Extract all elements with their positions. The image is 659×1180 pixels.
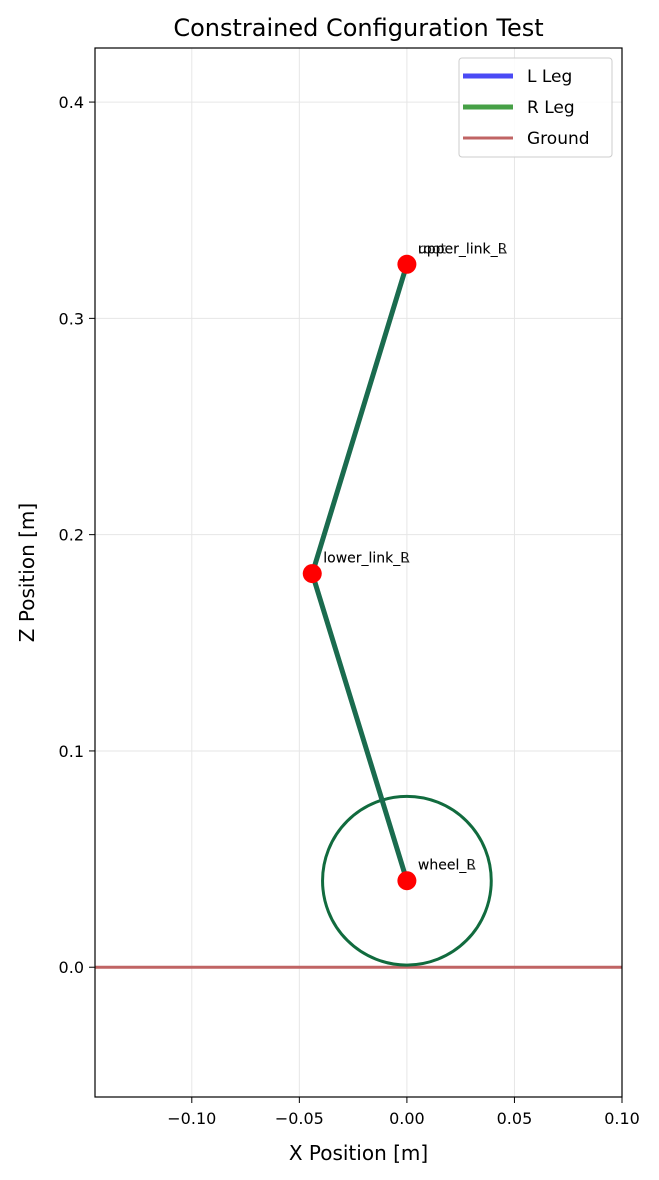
y-tick-label: 0.4 xyxy=(59,93,84,112)
y-tick-label: 0.1 xyxy=(59,742,84,761)
joint-label: root xyxy=(418,241,447,257)
joint-label: upper_link_L xyxy=(418,241,506,257)
joint-marker xyxy=(397,254,417,274)
joint-label: wheel_R xyxy=(418,858,476,874)
x-tick-label: −0.10 xyxy=(167,1109,216,1128)
plot-frame xyxy=(94,47,623,1098)
x-tick-label: 0.10 xyxy=(604,1109,640,1128)
y-tick-label: 0.2 xyxy=(59,526,84,545)
y-tick-label: 0.0 xyxy=(59,958,84,977)
chart-title: Constrained Configuration Test xyxy=(173,14,543,42)
joint-marker xyxy=(397,871,417,891)
x-axis-label: X Position [m] xyxy=(289,1141,428,1165)
joint-label: lower_link_L xyxy=(323,551,408,567)
joint-label: upper_link_R xyxy=(418,241,508,257)
x-tick-label: 0.05 xyxy=(497,1109,533,1128)
legend-label: Ground xyxy=(527,129,590,149)
y-axis-label: Z Position [m] xyxy=(15,503,39,642)
legend-label: L Leg xyxy=(527,67,572,87)
axis-ticks: −0.10 −0.05 0.00 0.05 0.10 0.0 0.1 0.2 0.3 0.4 xyxy=(59,93,640,1128)
wheel-circle xyxy=(321,794,493,967)
joint-label: lower_link_R xyxy=(323,551,410,567)
joint-label: wheel_L xyxy=(418,858,474,874)
legend: L Leg R Leg Ground xyxy=(458,57,613,158)
x-tick-label: −0.05 xyxy=(275,1109,324,1128)
legend-box xyxy=(458,57,613,158)
y-tick-label: 0.3 xyxy=(59,309,84,328)
x-tick-label: 0.00 xyxy=(389,1109,425,1128)
joint-marker xyxy=(302,564,322,584)
legend-label: R Leg xyxy=(527,98,575,118)
